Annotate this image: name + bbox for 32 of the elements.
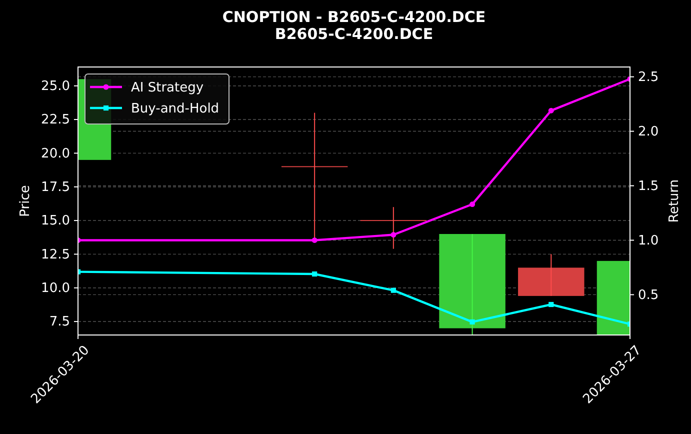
candlestick [439, 233, 506, 335]
point [390, 232, 396, 238]
point [312, 237, 318, 243]
chart-title: CNOPTION - B2605-C-4200.DCE [222, 8, 486, 26]
point [470, 319, 475, 324]
point [312, 271, 318, 277]
y2-tick-label: 1.0 [638, 233, 659, 248]
y2-axis-title: Return [667, 179, 682, 223]
y-tick-label: 25.0 [41, 79, 70, 94]
y-tick-label: 10.0 [41, 281, 70, 296]
y2-tick-label: 0.5 [638, 288, 659, 303]
y2-tick-label: 2.0 [638, 124, 659, 140]
chart-subtitle: B2605-C-4200.DCE [274, 25, 434, 43]
line-series [78, 269, 630, 327]
y2-tick-label: 2.5 [638, 70, 659, 85]
y-tick-label: 12.5 [41, 247, 70, 262]
point [390, 288, 396, 293]
legend-label: Buy-and-Hold [131, 102, 220, 116]
line-series [78, 76, 630, 243]
y2-tick-label: 1.5 [638, 178, 659, 194]
point [548, 108, 554, 114]
y-tick-label: 7.5 [49, 314, 70, 330]
y-tick-label: 17.5 [41, 180, 70, 196]
candlestick [360, 206, 427, 250]
y-tick-label: 20.0 [41, 146, 70, 162]
y-axis-title: Price [18, 185, 33, 217]
y-tick-label: 22.5 [41, 112, 70, 128]
candlestick [518, 254, 584, 296]
legend-label: AI Strategy [131, 80, 204, 96]
point [470, 202, 476, 208]
y-tick-label: 15.0 [41, 214, 70, 229]
point [548, 302, 554, 308]
